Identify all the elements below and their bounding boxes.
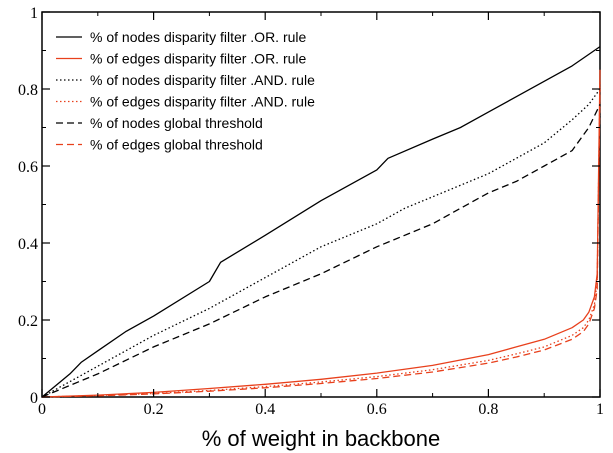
legend-label-5: % of nodes global threshold — [90, 115, 263, 131]
ticks-layer: 0 0.2 0.4 0.6 0.8 1 0 0.2 0.4 0.6 0.8 1 — [18, 5, 604, 418]
x-axis-title: % of weight in backbone — [202, 426, 441, 451]
series-line-3 — [41, 88, 601, 398]
legend-label-4: % of edges disparity filter .AND. rule — [90, 94, 315, 110]
legend: % of nodes disparity filter .OR. rule % o… — [56, 29, 315, 153]
x-tick-label: 0.4 — [255, 401, 275, 418]
legend-label-1: % of nodes disparity filter .OR. rule — [90, 29, 307, 45]
x-tick-label: 0.8 — [478, 401, 498, 418]
y-tick-label: 1 — [30, 5, 38, 22]
x-tick-label: 0 — [38, 401, 46, 418]
x-tick-label: 1 — [596, 401, 604, 418]
y-tick-label: 0.6 — [18, 159, 38, 176]
y-tick-label: 0.4 — [18, 236, 38, 253]
y-tick-label: 0.8 — [18, 82, 38, 99]
plot-frame — [41, 11, 601, 398]
series-line-5 — [41, 104, 601, 398]
y-tick-label: 0.2 — [18, 313, 38, 330]
series-line-1 — [41, 46, 601, 398]
series-line-6 — [41, 88, 601, 398]
series-layer — [41, 46, 601, 398]
y-tick-label: 0 — [30, 390, 38, 407]
legend-label-6: % of edges global threshold — [90, 137, 263, 153]
x-tick-label: 0.2 — [144, 401, 164, 418]
series-line-2 — [41, 69, 601, 398]
x-tick-label: 0.6 — [367, 401, 387, 418]
legend-label-3: % of nodes disparity filter .AND. rule — [90, 72, 315, 88]
legend-label-2: % of edges disparity filter .OR. rule — [90, 51, 307, 67]
